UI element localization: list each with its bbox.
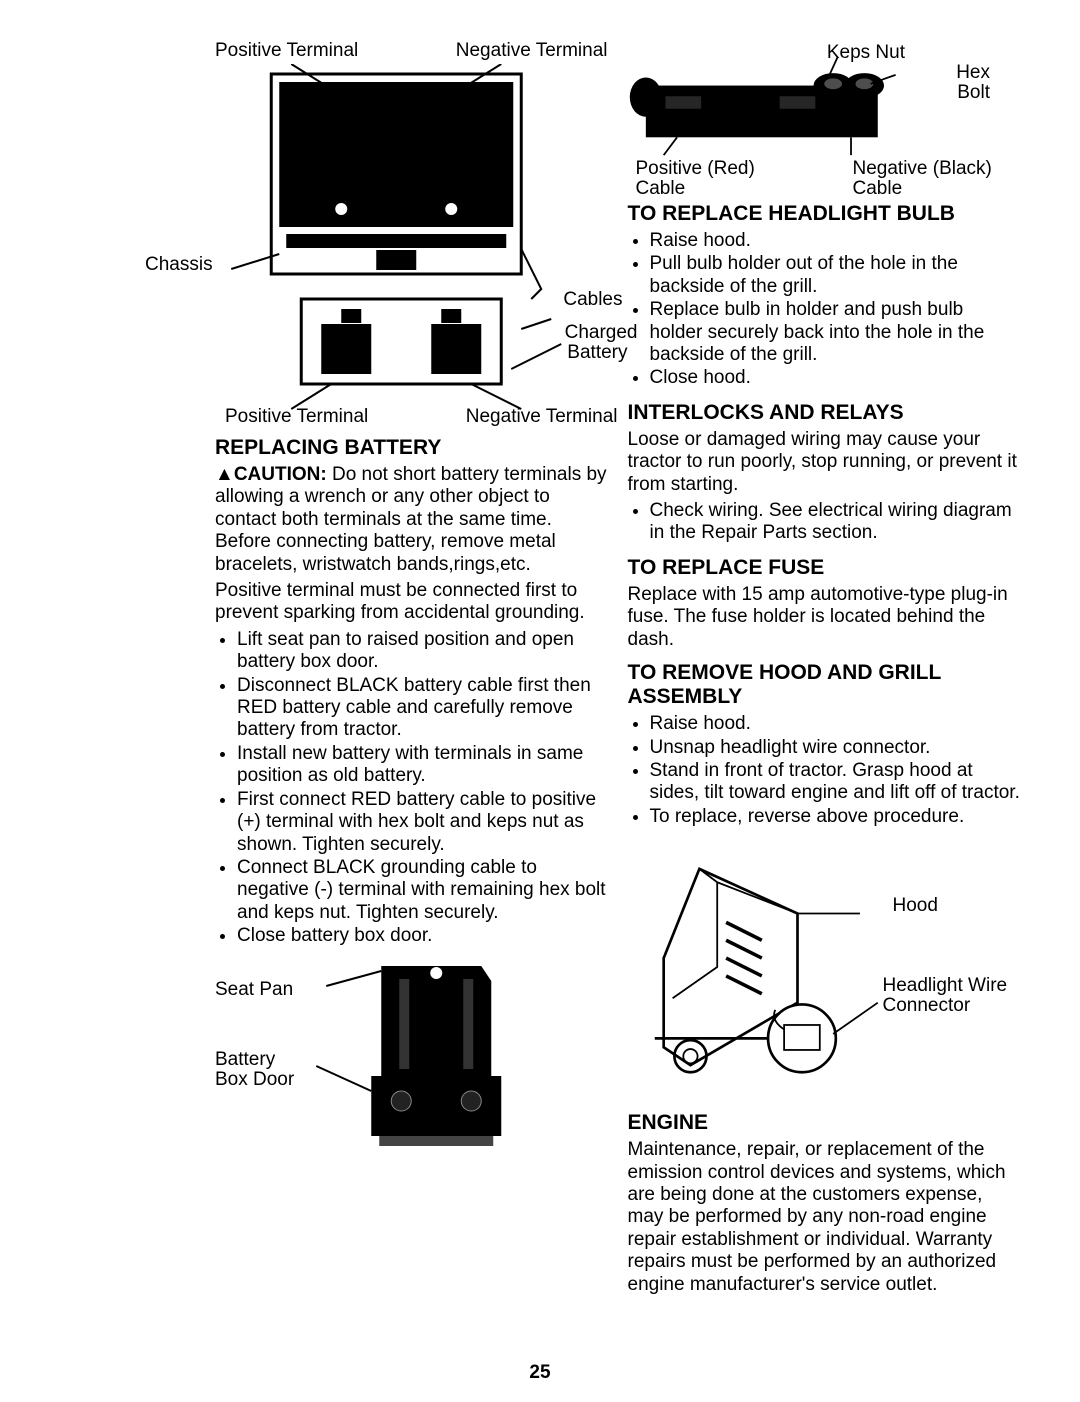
warning-icon: ▲	[215, 464, 234, 486]
list-item: Close battery box door.	[237, 925, 608, 947]
interlocks-heading: INTERLOCKS AND RELAYS	[628, 401, 1021, 425]
positive-first-para: Positive terminal must be connected firs…	[215, 580, 608, 625]
cables-label: Cables	[563, 289, 622, 311]
list-item: First connect RED battery cable to posit…	[237, 789, 608, 856]
engine-para: Maintenance, repair, or replacement of t…	[628, 1139, 1021, 1296]
list-item: Check wiring. See electrical wiring diag…	[650, 500, 1021, 545]
cable-label-2: Cable	[853, 178, 903, 200]
seat-pan-label: Seat Pan	[215, 979, 293, 1001]
headlight-wire-label: Headlight Wire	[883, 975, 1008, 997]
terminal-diagram: Keps Nut Hex Bolt Positive (Red) Cable N…	[628, 40, 1021, 190]
connector-label: Connector	[883, 995, 971, 1017]
list-item: Raise hood.	[650, 230, 1021, 252]
neg-terminal-bottom: Negative Terminal	[466, 406, 618, 428]
list-item: Connect BLACK grounding cable to negativ…	[237, 857, 608, 924]
list-item: Disconnect BLACK battery cable first the…	[237, 675, 608, 742]
list-item: Pull bulb holder out of the hole in the …	[650, 253, 1021, 298]
replace-battery-steps: Lift seat pan to raised position and ope…	[215, 629, 608, 949]
replace-fuse-heading: TO REPLACE FUSE	[628, 556, 1021, 580]
replace-bulb-steps: Raise hood. Pull bulb holder out of the …	[628, 230, 1021, 391]
charged-label: Charged	[565, 322, 638, 344]
replacing-battery-heading: REPLACING BATTERY	[215, 436, 608, 460]
replace-fuse-para: Replace with 15 amp automotive-type plug…	[628, 584, 1021, 651]
remove-hood-steps: Raise hood. Unsnap headlight wire connec…	[628, 713, 1021, 829]
hood-diagram: Hood Headlight Wire Connector	[628, 837, 1021, 1097]
list-item: Install new battery with terminals in sa…	[237, 743, 608, 788]
remove-hood-heading: TO REMOVE HOOD AND GRILL ASSEMBLY	[628, 661, 1021, 709]
page-number: 25	[529, 1362, 550, 1384]
pos-terminal-top: Positive Terminal	[215, 40, 358, 62]
list-item: Stand in front of tractor. Grasp hood at…	[650, 760, 1021, 805]
battery-box-label: Battery	[215, 1049, 275, 1071]
interlocks-para: Loose or damaged wiring may cause your t…	[628, 429, 1021, 496]
seat-pan-diagram: Seat Pan Battery Box Door	[215, 961, 608, 1151]
bolt-label: Bolt	[957, 82, 990, 104]
engine-heading: ENGINE	[628, 1111, 1021, 1135]
caution-para: ▲CAUTION: Do not short battery terminals…	[215, 464, 608, 576]
battery-label: Battery	[567, 342, 627, 364]
neg-terminal-top: Negative Terminal	[456, 40, 608, 62]
box-door-label: Box Door	[215, 1069, 294, 1091]
interlocks-steps: Check wiring. See electrical wiring diag…	[628, 500, 1021, 546]
list-item: Raise hood.	[650, 713, 1021, 735]
list-item: Unsnap headlight wire connector.	[650, 737, 1021, 759]
chassis-label: Chassis	[145, 254, 213, 276]
keps-nut-label: Keps Nut	[827, 42, 905, 64]
negative-black-label: Negative (Black)	[853, 158, 992, 180]
list-item: To replace, reverse above procedure.	[650, 806, 1021, 828]
pos-terminal-bottom: Positive Terminal	[225, 406, 368, 428]
battery-diagram: Chassis Cables Charged Battery Positive …	[215, 64, 608, 414]
hood-label: Hood	[893, 895, 938, 917]
hex-label: Hex	[956, 62, 990, 84]
list-item: Close hood.	[650, 367, 1021, 389]
list-item: Lift seat pan to raised position and ope…	[237, 629, 608, 674]
positive-red-label: Positive (Red)	[636, 158, 755, 180]
replace-bulb-heading: TO REPLACE HEADLIGHT BULB	[628, 202, 1021, 226]
cable-label-1: Cable	[636, 178, 686, 200]
list-item: Replace bulb in holder and push bulb hol…	[650, 299, 1021, 366]
